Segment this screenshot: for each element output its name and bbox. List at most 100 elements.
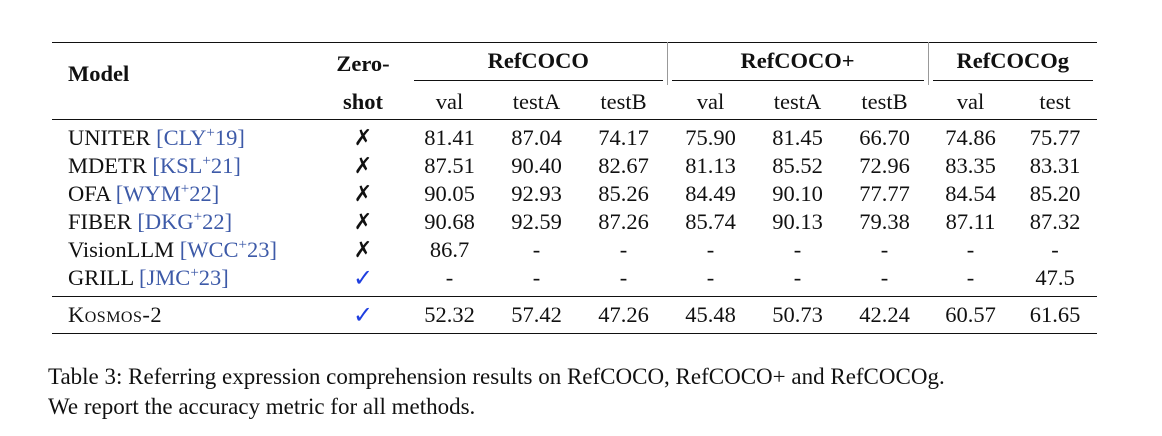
model-header: Model: [68, 61, 130, 86]
subheader-refcoco-val: val: [435, 89, 464, 114]
citation-link[interactable]: [CLY+19]: [156, 125, 245, 150]
subheader-refcocoplus-testb: testB: [861, 89, 908, 114]
model-name-cell: FIBER [DKG+22]: [52, 208, 320, 236]
subheader-refcocoplus-val: val: [696, 89, 725, 114]
model-name: FIBER: [68, 209, 132, 234]
header-row-2: shot val testA testB val testA testB val…: [52, 85, 1097, 120]
model-name: MDETR: [68, 153, 147, 178]
table-row: FIBER [DKG+22] ✗ 90.68 92.59 87.26 85.74 90.13…: [52, 208, 1097, 236]
table-cell: 57.42: [511, 302, 562, 327]
model-name-cell: OFA [WYM+22]: [52, 180, 320, 208]
table-cell: 85.74: [685, 209, 736, 234]
table-cell: 81.13: [685, 153, 736, 178]
table-cell: 72.96: [859, 153, 910, 178]
model-name: UNITER: [68, 125, 151, 150]
table-cell: -: [619, 265, 628, 290]
table-cell: -: [966, 265, 975, 290]
subheader-refcocog-val: val: [956, 89, 985, 114]
subheader-refcocog-test: test: [1039, 89, 1071, 114]
table-cell: 90.10: [772, 181, 823, 206]
citation-link[interactable]: [WCC+23]: [179, 237, 278, 262]
model-name-cell: VisionLLM [WCC+23]: [52, 236, 320, 264]
table-row: UNITER [CLY+19] ✗ 81.41 87.04 74.17 75.90 81.4…: [52, 119, 1098, 153]
table-cell: 60.57: [945, 302, 996, 327]
table-row: VisionLLM [WCC+23] ✗ 86.7 - - - - - - -: [52, 236, 1097, 264]
table-cell: -: [706, 237, 715, 262]
table-cell: 92.59: [511, 209, 562, 234]
table-cell: 90.68: [424, 209, 475, 234]
table-cell: -: [619, 237, 628, 262]
table-cell: -: [532, 265, 541, 290]
results-table: Model Zero- RefCOCO RefCOCO+ RefCOCOg sh…: [52, 42, 1098, 334]
caption-line-2: We report the accuracy metric for all me…: [48, 394, 476, 419]
zero-shot-cross-icon: ✗: [353, 238, 373, 263]
results-table-container: Model Zero- RefCOCO RefCOCO+ RefCOCOg sh…: [52, 42, 1098, 334]
table-cell: 79.38: [859, 209, 910, 234]
table-cell: 75.90: [685, 125, 736, 150]
table-cell: 74.86: [945, 125, 996, 150]
citation-link[interactable]: [WYM+22]: [115, 181, 220, 206]
table-cell: -: [1051, 237, 1059, 262]
table-cell: 92.93: [511, 181, 562, 206]
table-cell: 52.32: [424, 302, 475, 327]
table-cell: 90.40: [511, 153, 562, 178]
table-cell: 84.49: [685, 181, 736, 206]
table-cell: -: [793, 265, 802, 290]
subheader-refcoco-testb: testB: [600, 89, 647, 114]
table-cell: 66.70: [859, 125, 910, 150]
zero-shot-check-icon: ✓: [352, 301, 374, 329]
table-cell: -: [532, 237, 541, 262]
group-header-refcocog: RefCOCOg: [927, 42, 1098, 85]
model-name-cell: MDETR [KSL+21]: [52, 152, 320, 180]
table-caption: Table 3: Referring expression comprehens…: [48, 362, 1118, 422]
table-cell: 45.48: [685, 302, 736, 327]
table-cell: 77.77: [859, 181, 910, 206]
table-cell: 86.7: [429, 237, 470, 262]
table-cell: 85.26: [598, 181, 649, 206]
model-name-cell: GRILL [JMC+23]: [52, 264, 320, 297]
header-row-1: Model Zero- RefCOCO RefCOCO+ RefCOCOg: [52, 42, 1098, 86]
citation-link[interactable]: [DKG+22]: [137, 209, 233, 234]
model-name: VisionLLM: [68, 237, 175, 262]
table-cell: 87.51: [424, 153, 475, 178]
group-label-refcoco: RefCOCO: [414, 48, 663, 81]
table-row: OFA [WYM+22] ✗ 90.05 92.93 85.26 84.49 90.10 77…: [52, 180, 1097, 208]
group-header-refcoco: RefCOCO: [406, 43, 667, 86]
zero-shot-cross-icon: ✗: [353, 126, 373, 151]
citation-link[interactable]: [JMC+23]: [139, 265, 229, 290]
table-cell: -: [445, 265, 454, 290]
group-label-refcocog: RefCOCOg: [932, 48, 1094, 81]
table-cell: 81.45: [772, 125, 823, 150]
model-name: GRILL: [68, 265, 134, 290]
table-cell: 85.52: [772, 153, 823, 178]
table-cell: 50.73: [772, 302, 823, 327]
table-cell: 87.11: [945, 209, 996, 234]
model-name: Kosmos-2: [68, 302, 163, 327]
zero-shot-cross-icon: ✗: [353, 182, 373, 207]
table-cell: 87.04: [511, 125, 562, 150]
table-cell: -: [793, 237, 802, 262]
table-cell: -: [880, 265, 889, 290]
table-cell: 42.24: [859, 302, 910, 327]
subheader-refcocoplus-testa: testA: [773, 89, 822, 114]
table-cell: 81.41: [424, 125, 475, 150]
table-cell: 90.05: [424, 181, 475, 206]
table-cell: -: [880, 237, 889, 262]
table-cell: 90.13: [772, 209, 823, 234]
table-cell: -: [966, 237, 975, 262]
citation-link[interactable]: [KSL+21]: [152, 153, 241, 178]
model-name: OFA: [68, 181, 111, 206]
zero-shot-header-line2: shot: [342, 89, 383, 114]
table-cell: 83.31: [1029, 153, 1081, 178]
table-cell: 84.54: [945, 181, 996, 206]
table-cell: 47.26: [598, 302, 649, 327]
caption-line-1: Table 3: Referring expression comprehens…: [48, 364, 945, 389]
group-header-refcocoplus: RefCOCO+: [666, 42, 929, 85]
zero-shot-cross-icon: ✗: [353, 154, 373, 179]
group-label-refcocoplus: RefCOCO+: [671, 48, 924, 81]
subheader-refcoco-testa: testA: [512, 89, 561, 114]
table-cell: -: [706, 265, 715, 290]
table-cell: 82.67: [598, 153, 649, 178]
zero-shot-cross-icon: ✗: [353, 210, 373, 235]
table-body: UNITER [CLY+19] ✗ 81.41 87.04 74.17 75.90 81.4…: [52, 119, 1098, 297]
